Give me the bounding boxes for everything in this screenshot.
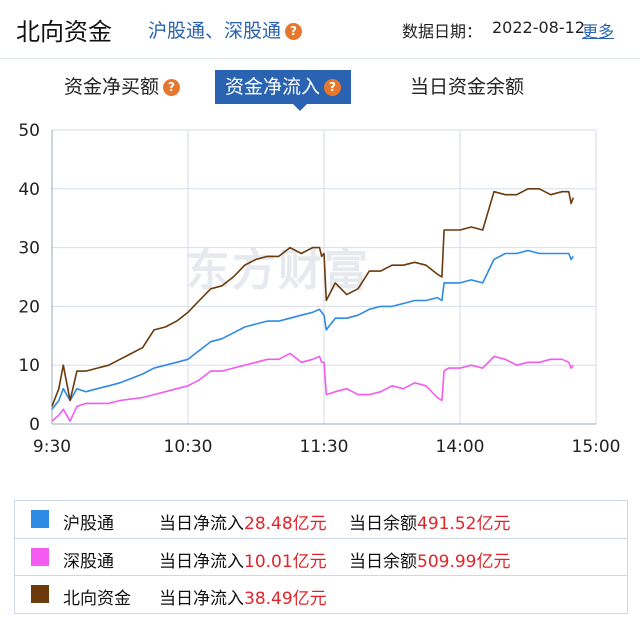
y-tick-label: 40: [18, 180, 40, 200]
x-tick-label: 11:30: [300, 437, 349, 452]
flow-value: 10.01亿元: [244, 552, 327, 572]
flow-cell: 当日净流入10.01亿元: [159, 547, 327, 572]
y-tick-label: 20: [18, 297, 40, 317]
flow-value: 38.49亿元: [244, 589, 327, 609]
tab-label: 资金净流入: [225, 76, 321, 98]
flow-value: 28.48亿元: [244, 514, 327, 534]
y-tick-label: 0: [29, 415, 40, 435]
active-tab-arrow: [292, 103, 308, 111]
line-chart: 0 10 20 30 40 50 9:30 10:30 11:30 14:00 15:00: [18, 121, 621, 452]
y-tick-label: 30: [18, 239, 40, 259]
balance-label: 当日余额: [349, 514, 417, 534]
series-line-2: [51, 188, 575, 407]
flow-cell: 当日净流入38.49亿元: [159, 584, 327, 609]
date-value: 2022-08-12: [492, 18, 585, 37]
x-tick-label: 9:30: [33, 437, 71, 452]
x-tick-label: 15:00: [572, 437, 621, 452]
flow-label: 当日净流入: [159, 589, 244, 609]
tab-net-inflow[interactable]: 资金净流入?: [215, 70, 352, 104]
y-tick-label: 10: [18, 356, 40, 376]
date-label: 数据日期：: [402, 22, 483, 41]
series-line-1: [51, 352, 574, 422]
legend-swatch: [31, 510, 49, 528]
page-title: 北向资金: [16, 18, 112, 46]
legend-swatch: [31, 585, 49, 603]
subtitle[interactable]: 沪股通、深股通?: [148, 16, 303, 43]
x-tick-label: 14:00: [436, 437, 485, 452]
x-tick-label: 10:30: [164, 437, 213, 452]
help-icon[interactable]: ?: [324, 79, 342, 96]
balance-value: 491.52亿元: [417, 514, 511, 534]
tab-label: 资金净买额: [64, 76, 160, 98]
flow-label: 当日净流入: [159, 552, 244, 572]
tab-label: 当日资金余额: [410, 76, 525, 98]
balance-label: 当日余额: [349, 552, 417, 572]
legend-table: 沪股通 当日净流入28.48亿元 当日余额491.52亿元 深股通 当日净流入1…: [14, 500, 628, 614]
header: 北向资金 沪股通、深股通? 数据日期： 2022-08-12 更多: [0, 0, 640, 59]
legend-row-sh: 沪股通 当日净流入28.48亿元 当日余额491.52亿元: [15, 501, 627, 538]
tab-bar: 资金净买额? 资金净流入? 当日资金余额: [0, 66, 640, 111]
help-icon[interactable]: ?: [163, 79, 181, 96]
legend-name: 北向资金: [63, 589, 131, 609]
more-link[interactable]: 更多: [582, 22, 615, 41]
balance-value: 509.99亿元: [417, 552, 511, 572]
tab-balance[interactable]: 当日资金余额: [410, 70, 524, 104]
legend-name: 深股通: [63, 552, 114, 572]
balance-cell: 当日余额491.52亿元: [349, 509, 510, 534]
flow-label: 当日净流入: [159, 514, 244, 534]
flow-cell: 当日净流入28.48亿元: [159, 509, 327, 534]
legend-name: 沪股通: [63, 514, 114, 534]
tab-net-buy[interactable]: 资金净买额?: [64, 70, 181, 104]
legend-row-north: 北向资金 当日净流入38.49亿元: [15, 575, 627, 613]
series-line-0: [51, 249, 574, 410]
subtitle-text[interactable]: 沪股通、深股通: [148, 20, 282, 42]
balance-cell: 当日余额509.99亿元: [349, 547, 510, 572]
legend-swatch: [31, 548, 49, 566]
y-tick-label: 50: [18, 121, 40, 141]
help-icon[interactable]: ?: [285, 23, 303, 40]
legend-row-sz: 深股通 当日净流入10.01亿元 当日余额509.99亿元: [15, 538, 627, 576]
